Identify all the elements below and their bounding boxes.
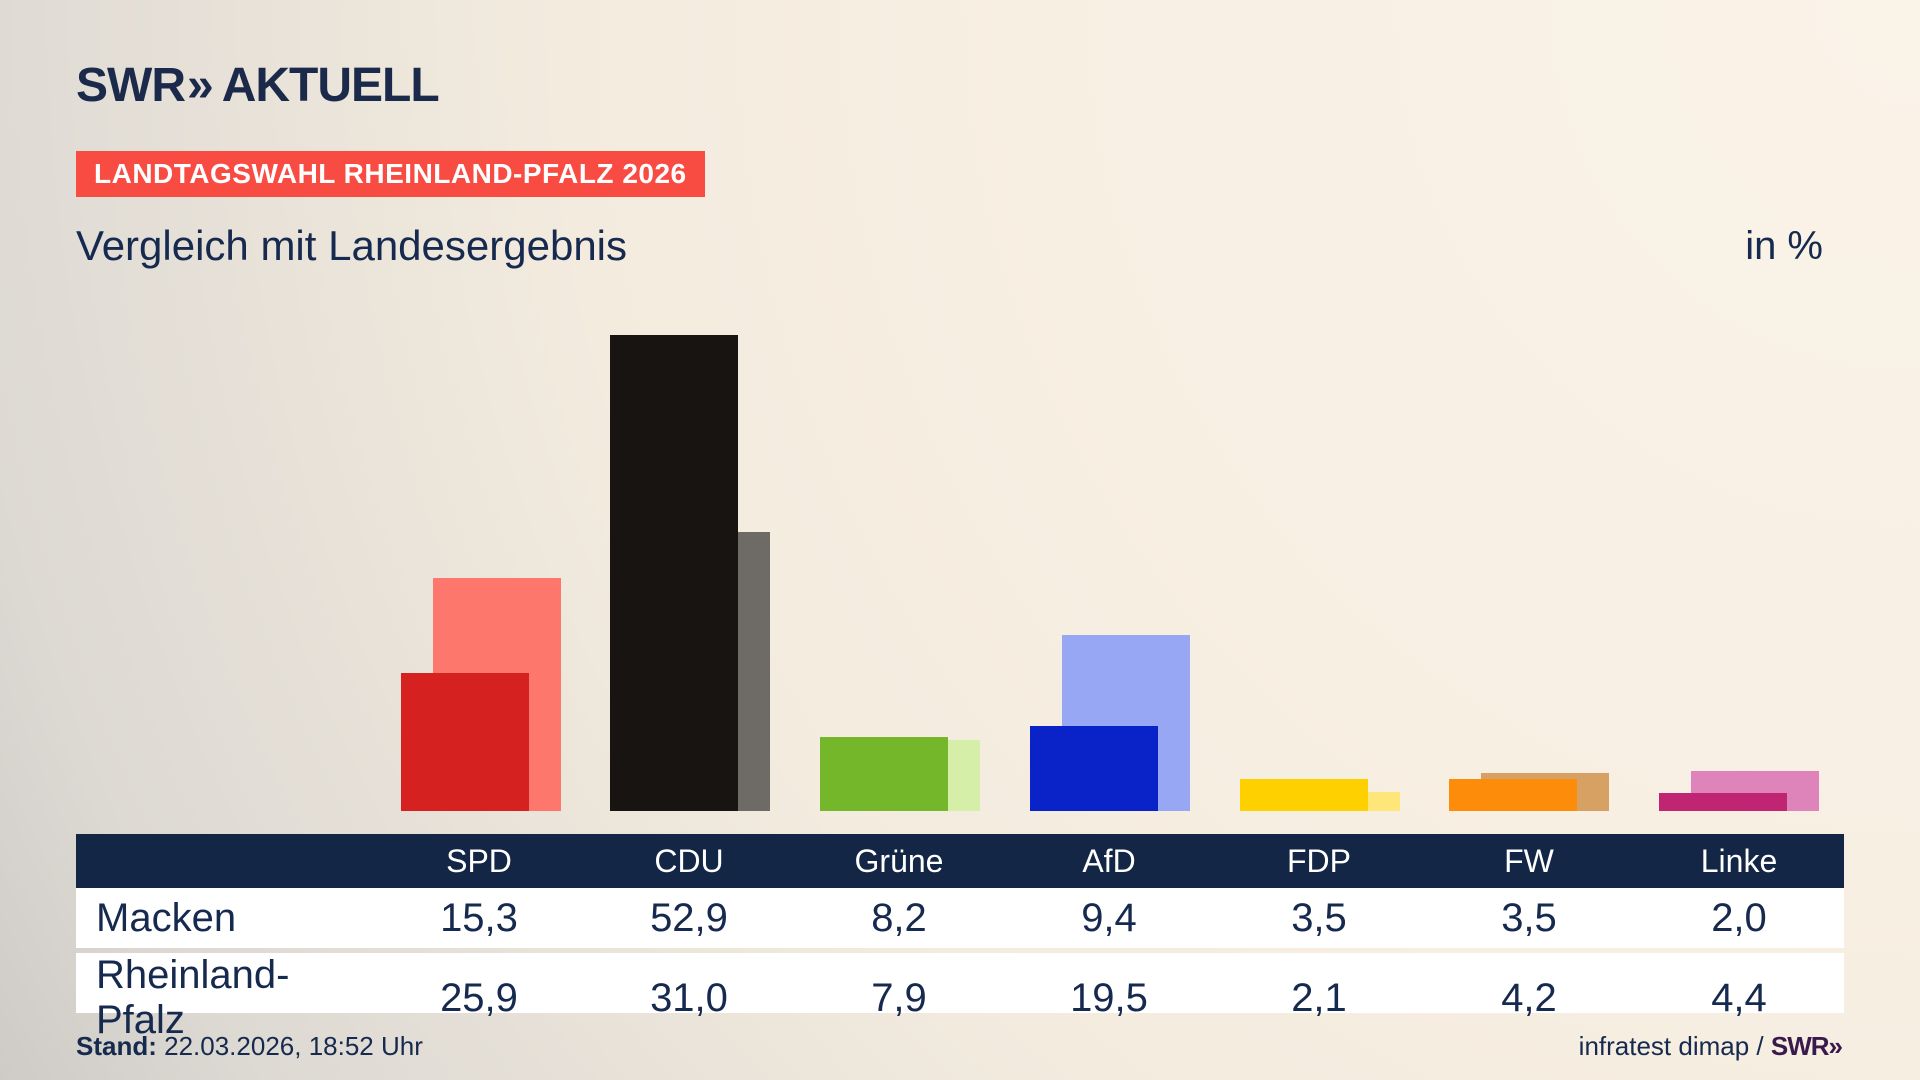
value-macken-spd: 15,3: [440, 895, 518, 940]
table-row-macken: Macken 15,3 52,9 8,2 9,4 3,5 3,5 2,0: [76, 888, 1844, 948]
column-header-cdu: CDU: [654, 842, 724, 879]
column-header-fw: FW: [1504, 842, 1554, 879]
value-rheinland-pfalz-cdu: 31,0: [650, 975, 728, 1020]
bar-macken-spd: [401, 673, 529, 811]
bar-macken-afd: [1030, 726, 1158, 811]
value-rheinland-pfalz-grüne: 7,9: [871, 975, 927, 1020]
row-label: Rheinland-Pfalz: [96, 953, 290, 1042]
logo-aktuell-text: AKTUELL: [221, 59, 440, 112]
swr-logo-small: SWR»: [1770, 1031, 1843, 1061]
bar-macken-grüne: [820, 737, 948, 811]
value-rheinland-pfalz-fdp: 2,1: [1291, 975, 1347, 1020]
column-header-spd: SPD: [446, 842, 512, 879]
bar-macken-cdu: [610, 335, 738, 811]
stand-timestamp: Stand: 22.03.2026, 18:52 Uhr: [76, 1031, 423, 1062]
column-header-linke: Linke: [1700, 842, 1778, 879]
column-header-fdp: FDP: [1287, 842, 1351, 879]
source-text: infratest dimap /: [1578, 1031, 1771, 1061]
bar-macken-fdp: [1240, 779, 1368, 811]
value-rheinland-pfalz-linke: 4,4: [1711, 975, 1767, 1020]
bar-macken-linke: [1659, 793, 1787, 811]
table-row-rheinland-pfalz: Rheinland-Pfalz 25,9 31,0 7,9 19,5 2,1 4,2 4,4: [76, 953, 1844, 1042]
value-macken-cdu: 52,9: [650, 895, 728, 940]
unit-label: in %: [1745, 224, 1823, 268]
row-label: Macken: [96, 895, 237, 940]
value-macken-afd: 9,4: [1081, 895, 1137, 940]
stand-label: Stand:: [76, 1031, 157, 1061]
source-credit: infratest dimap / SWR»: [1578, 1031, 1843, 1062]
value-rheinland-pfalz-spd: 25,9: [440, 975, 518, 1020]
value-macken-grüne: 8,2: [871, 895, 927, 940]
results-table: SPD CDU Grüne AfD FDP FW Linke Macken 15,3 52,9 8,…: [76, 834, 1844, 1042]
chart-title: Vergleich mit Landesergebnis: [76, 222, 628, 269]
swr-aktuell-logo: SWR» AKTUELL: [76, 59, 440, 112]
column-header-afd: AfD: [1082, 842, 1136, 879]
election-badge: LANDTAGSWAHL RHEINLAND-PFALZ 2026: [76, 151, 705, 197]
value-rheinland-pfalz-afd: 19,5: [1070, 975, 1148, 1020]
value-macken-linke: 2,0: [1711, 895, 1767, 940]
stand-value: 22.03.2026, 18:52 Uhr: [156, 1031, 423, 1061]
table-header-row: SPD CDU Grüne AfD FDP FW Linke: [76, 834, 1844, 888]
value-macken-fdp: 3,5: [1291, 895, 1347, 940]
value-rheinland-pfalz-fw: 4,2: [1501, 975, 1557, 1020]
column-header-grüne: Grüne: [854, 842, 944, 879]
value-macken-fw: 3,5: [1501, 895, 1557, 940]
logo-swr-text: SWR: [76, 59, 186, 112]
bar-macken-fw: [1449, 779, 1577, 811]
